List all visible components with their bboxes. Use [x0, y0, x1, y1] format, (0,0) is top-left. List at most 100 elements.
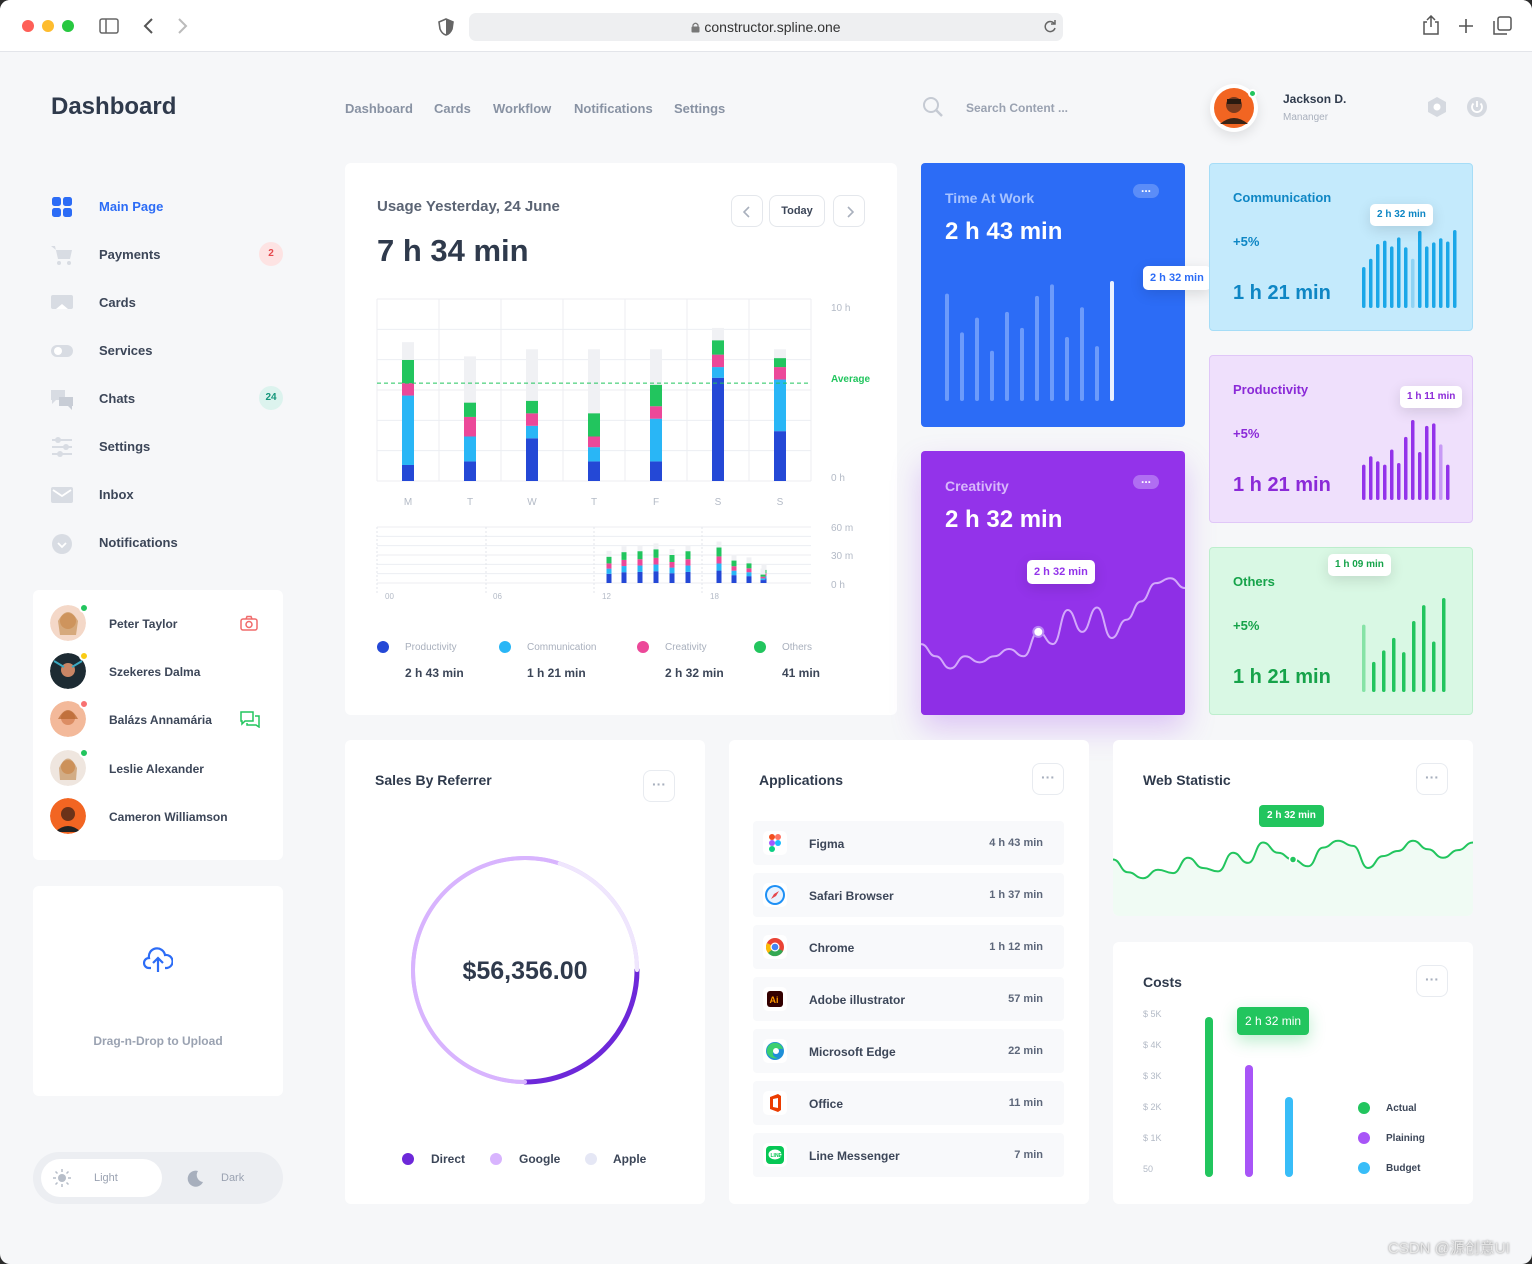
tile-menu-button[interactable]: ...	[1133, 473, 1159, 489]
productivity-bar	[1369, 456, 1373, 500]
bar-segment	[464, 461, 476, 481]
sidebar-item-notifications[interactable]: Notifications	[50, 529, 290, 557]
share-icon[interactable]	[1422, 15, 1440, 35]
tile-change: +5%	[1233, 234, 1260, 249]
applications-card: Applications ···	[729, 740, 1089, 1204]
upload-dropzone[interactable]: Drag-n-Drop to Upload	[33, 886, 283, 1096]
theme-light-option[interactable]: Light	[41, 1159, 162, 1197]
communication-bar	[1390, 246, 1394, 308]
hourly-grid	[376, 526, 811, 593]
hour-bar-segment	[637, 565, 643, 572]
web-menu-button[interactable]: ···	[1416, 763, 1448, 795]
tile-menu-button[interactable]: ...	[1133, 182, 1159, 198]
productivity-card: Productivity +5% 1 h 21 min 1 h 11 min	[1209, 355, 1473, 523]
sidebar-item-services[interactable]: Services	[50, 337, 290, 365]
communication-tooltip: 2 h 32 min	[1370, 204, 1433, 226]
app-row-figma[interactable]: Figma 4 h 43 min	[753, 821, 1064, 865]
prev-day-button[interactable]	[731, 195, 763, 227]
search-input[interactable]: Search Content ...	[966, 101, 1069, 115]
nav-notifications[interactable]: Notifications	[574, 101, 653, 116]
costs-menu-button[interactable]: ···	[1416, 965, 1448, 997]
bar-segment	[712, 367, 724, 378]
camera-icon[interactable]	[240, 615, 258, 631]
communication-bar	[1404, 247, 1408, 308]
creativity-area	[921, 578, 1185, 715]
status-dot	[79, 603, 89, 613]
others-bar	[1382, 650, 1386, 692]
communication-bar	[1362, 266, 1366, 308]
sidebar-item-label: Inbox	[99, 487, 134, 502]
contact-cameron-williamson[interactable]: Cameron Williamson	[50, 798, 270, 834]
reload-icon[interactable]	[1043, 19, 1057, 33]
message-icon[interactable]	[240, 710, 260, 728]
forward-icon[interactable]	[177, 18, 189, 34]
back-icon[interactable]	[142, 18, 154, 34]
work-bar	[1065, 337, 1069, 401]
work-bar	[1080, 307, 1084, 401]
hour-bar-segment	[653, 564, 659, 572]
shield-icon[interactable]	[438, 18, 454, 36]
app-row-line[interactable]: LINE Line Messenger 7 min	[753, 1133, 1064, 1177]
productivity-bar	[1418, 452, 1422, 500]
hour-bar-segment	[731, 560, 737, 567]
tile-title: Others	[1233, 574, 1275, 589]
settings-hex-icon[interactable]	[1426, 96, 1448, 118]
x-tick-12: 12	[602, 592, 611, 601]
contact-balazs-annamaria[interactable]: Balázs Annamária	[50, 699, 270, 737]
contact-leslie-alexander[interactable]: Leslie Alexander	[50, 748, 270, 786]
tile-title: Creativity	[945, 478, 1009, 494]
sales-menu-button[interactable]: ···	[643, 770, 675, 802]
usage-card: Usage Yesterday, 24 June 7 h 34 min Toda…	[345, 163, 897, 715]
sidebar-item-cards[interactable]: Cards	[50, 289, 290, 317]
app-time: 22 min	[1008, 1045, 1043, 1057]
productivity-bar	[1425, 425, 1429, 500]
chevron-right-icon	[847, 206, 854, 218]
tab-overview-icon[interactable]	[1493, 16, 1512, 35]
nav-dashboard[interactable]: Dashboard	[345, 101, 413, 116]
today-button[interactable]: Today	[769, 195, 825, 227]
app-row-office[interactable]: Office 11 min	[753, 1081, 1064, 1125]
nav-cards[interactable]: Cards	[434, 101, 471, 116]
applications-menu-button[interactable]: ···	[1032, 763, 1064, 795]
creativity-line-chart	[921, 577, 1185, 715]
user-avatar[interactable]	[1210, 84, 1258, 132]
app-row-edge[interactable]: Microsoft Edge 22 min	[753, 1029, 1064, 1073]
new-tab-icon[interactable]	[1458, 18, 1474, 34]
productivity-bar	[1376, 461, 1380, 500]
creativity-point	[1032, 625, 1045, 638]
hour-bar-segment	[716, 547, 722, 557]
app-row-chrome[interactable]: Chrome 1 h 12 min	[753, 925, 1064, 969]
sidebar-item-chats[interactable]: Chats 24	[50, 385, 290, 413]
theme-dark-option[interactable]: Dark	[173, 1159, 283, 1197]
contact-szekeres-dalma[interactable]: Szekeres Dalma	[50, 651, 270, 689]
app-row-safari[interactable]: Safari Browser 1 h 37 min	[753, 873, 1064, 917]
power-icon[interactable]	[1466, 96, 1488, 118]
avatar	[50, 701, 86, 737]
sidebar-toggle-icon[interactable]	[99, 18, 119, 34]
nav-settings[interactable]: Settings	[674, 101, 726, 116]
sidebar-item-settings[interactable]: Settings	[50, 433, 290, 461]
address-bar[interactable]: constructor.spline.one	[469, 13, 1063, 41]
app-time: 1 h 12 min	[989, 941, 1043, 953]
app-row-illustrator[interactable]: Ai Adobe illustrator 57 min	[753, 977, 1064, 1021]
contact-peter-taylor[interactable]: Peter Taylor	[50, 603, 270, 641]
communication-bar	[1383, 240, 1387, 308]
legend-dot-actual	[1358, 1102, 1370, 1114]
search-icon[interactable]	[922, 96, 944, 118]
contact-name: Szekeres Dalma	[109, 665, 201, 679]
work-bar	[960, 332, 964, 401]
sidebar-item-payments[interactable]: Payments 2	[50, 241, 290, 269]
productivity-bar	[1397, 462, 1401, 500]
sidebar-item-inbox[interactable]: Inbox	[50, 481, 290, 509]
close-window-button[interactable]	[22, 20, 34, 32]
minimize-window-button[interactable]	[42, 20, 54, 32]
maximize-window-button[interactable]	[62, 20, 74, 32]
nav-workflow[interactable]: Workflow	[493, 101, 552, 116]
app-name: Figma	[809, 837, 845, 851]
legend-value: 1 h 21 min	[527, 666, 586, 680]
sidebar-item-main-page[interactable]: Main Page	[50, 193, 290, 221]
app-time: 1 h 37 min	[989, 889, 1043, 901]
costs-bars	[1205, 1017, 1293, 1177]
y-tick-30m: 30 m	[831, 551, 853, 562]
next-day-button[interactable]	[833, 195, 865, 227]
